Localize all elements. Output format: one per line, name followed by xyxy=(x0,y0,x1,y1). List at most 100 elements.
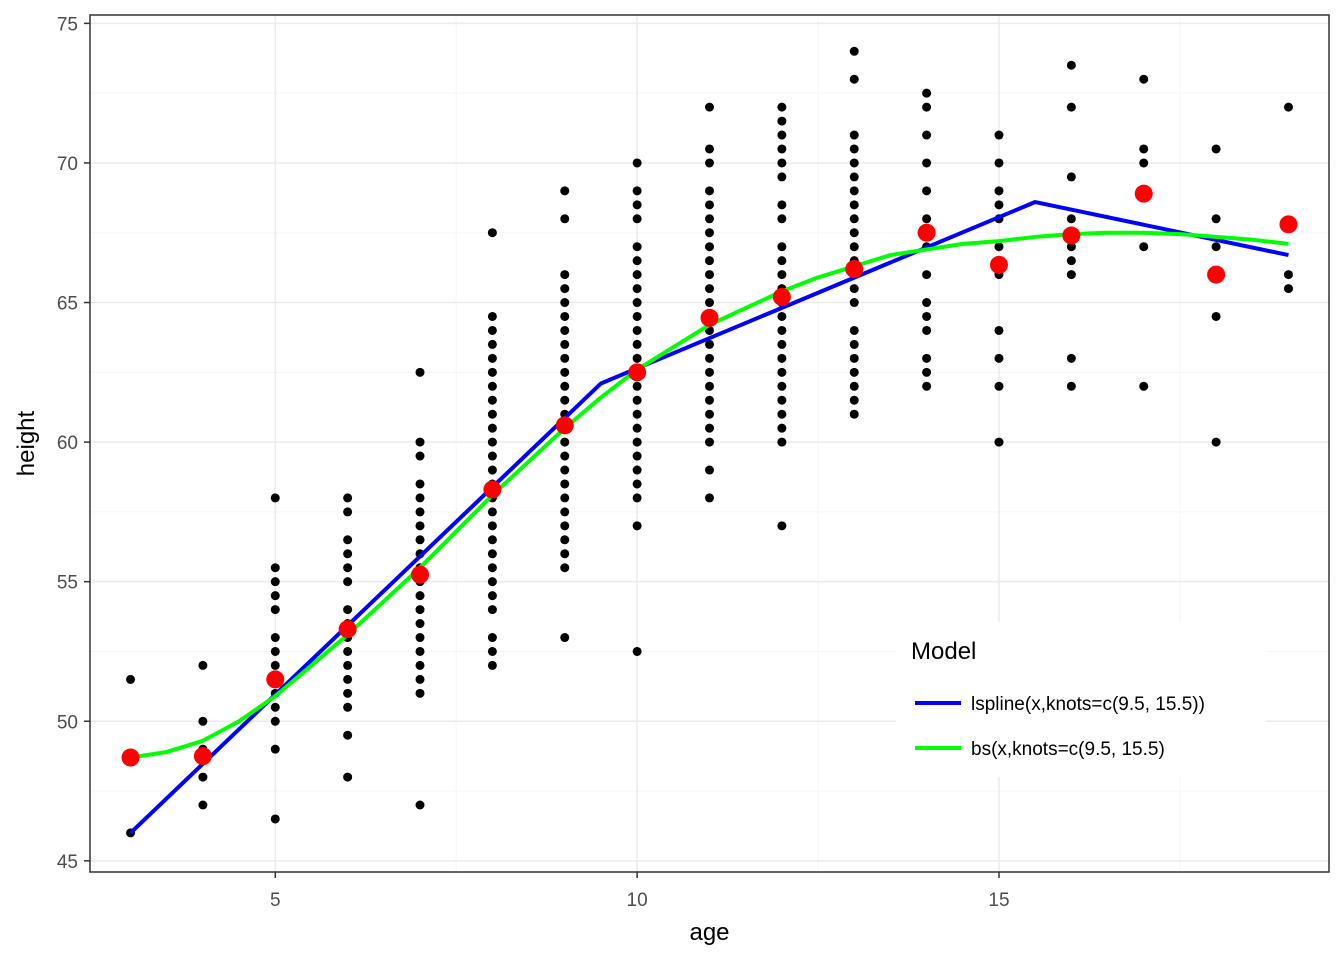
data-point xyxy=(270,646,280,656)
data-point xyxy=(487,353,497,363)
data-point xyxy=(705,298,714,308)
data-point xyxy=(777,102,787,112)
data-point xyxy=(270,744,280,754)
data-point xyxy=(487,465,497,475)
x-axis-title: age xyxy=(689,919,729,946)
data-point xyxy=(1066,353,1076,363)
data-point xyxy=(777,409,787,419)
y-axis-title: height xyxy=(13,410,40,476)
data-point xyxy=(1283,284,1293,294)
data-point xyxy=(777,339,787,349)
data-point xyxy=(922,270,932,280)
data-point xyxy=(343,646,353,656)
data-point xyxy=(415,688,425,698)
data-point xyxy=(487,535,497,545)
data-point xyxy=(343,535,353,545)
data-point xyxy=(705,214,714,224)
data-point xyxy=(632,493,642,503)
legend-title: Model xyxy=(911,638,976,665)
data-point xyxy=(632,465,642,475)
data-point xyxy=(994,242,1004,252)
data-point xyxy=(849,130,859,140)
mean-point xyxy=(193,747,212,766)
data-point xyxy=(415,800,425,810)
data-point xyxy=(705,423,714,433)
data-point xyxy=(705,102,714,112)
data-point xyxy=(777,353,787,363)
mean-point xyxy=(1279,215,1298,234)
data-point xyxy=(777,242,787,252)
data-point xyxy=(922,353,932,363)
data-point xyxy=(1066,172,1076,182)
data-point xyxy=(270,633,280,643)
x-tick-label: 5 xyxy=(270,890,281,911)
data-point xyxy=(777,311,787,321)
data-point xyxy=(1139,158,1149,168)
data-point xyxy=(849,228,859,238)
data-point xyxy=(415,674,425,684)
data-point xyxy=(560,339,570,349)
data-point xyxy=(994,325,1004,335)
data-point xyxy=(1139,74,1149,84)
mean-point xyxy=(1062,226,1081,245)
data-point xyxy=(1139,381,1149,391)
data-point xyxy=(1211,242,1221,252)
data-point xyxy=(922,381,932,391)
data-point xyxy=(705,409,714,419)
data-point xyxy=(922,186,932,196)
data-point xyxy=(487,646,497,656)
data-point xyxy=(343,493,353,503)
mean-point xyxy=(772,287,791,306)
data-point xyxy=(632,339,642,349)
data-point xyxy=(632,158,642,168)
data-point xyxy=(777,200,787,210)
data-point xyxy=(705,242,714,252)
data-point xyxy=(560,563,570,573)
data-point xyxy=(343,702,353,712)
data-point xyxy=(849,395,859,405)
data-point xyxy=(632,214,642,224)
data-point xyxy=(487,381,497,391)
data-point xyxy=(705,465,714,475)
legend-background xyxy=(896,622,1266,777)
data-point xyxy=(415,646,425,656)
data-point xyxy=(1066,102,1076,112)
data-point xyxy=(705,339,714,349)
data-point xyxy=(487,521,497,531)
data-point xyxy=(994,381,1004,391)
data-point xyxy=(705,200,714,210)
data-point xyxy=(849,158,859,168)
data-point xyxy=(632,242,642,252)
data-point xyxy=(849,353,859,363)
data-point xyxy=(922,158,932,168)
data-point xyxy=(777,270,787,280)
data-point xyxy=(777,367,787,377)
data-point xyxy=(777,395,787,405)
mean-point xyxy=(411,565,430,584)
panel-border xyxy=(89,14,1330,873)
data-point xyxy=(487,451,497,461)
data-point xyxy=(415,367,425,377)
data-point xyxy=(849,172,859,182)
mean-point xyxy=(1207,265,1226,284)
mean-point xyxy=(989,255,1008,274)
data-point xyxy=(487,605,497,615)
y-tick-label: 55 xyxy=(57,573,78,594)
data-point xyxy=(1211,437,1221,447)
data-point xyxy=(777,521,787,531)
data-point xyxy=(487,577,497,587)
data-point xyxy=(632,311,642,321)
data-point xyxy=(849,200,859,210)
data-point xyxy=(560,284,570,294)
data-point xyxy=(343,507,353,517)
data-point xyxy=(270,660,280,670)
mean-point xyxy=(628,363,647,382)
data-point xyxy=(922,130,932,140)
data-point xyxy=(705,256,714,266)
data-point xyxy=(487,633,497,643)
data-point xyxy=(487,660,497,670)
data-point xyxy=(1139,144,1149,154)
data-point xyxy=(994,437,1004,447)
data-point xyxy=(1066,214,1076,224)
